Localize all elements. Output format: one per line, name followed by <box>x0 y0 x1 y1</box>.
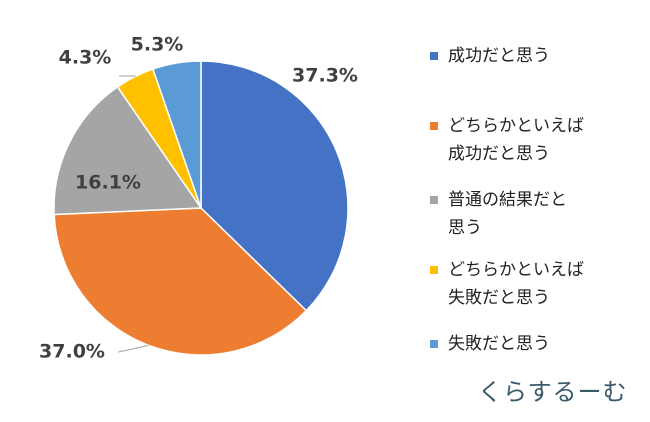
chart: 37.3% 37.0% 16.1% 4.3% 5.3% <box>39 34 358 363</box>
legend-item: 失敗だと思う <box>430 330 550 358</box>
legend-item: 成功だと思う <box>430 42 550 70</box>
legend-swatch <box>430 266 438 274</box>
pie-slice <box>200 60 349 312</box>
legend-label: 普通の結果だと 思う <box>448 190 567 238</box>
legend-swatch <box>430 196 438 204</box>
data-label: 37.0% <box>39 341 105 363</box>
data-label: 16.1% <box>75 172 141 194</box>
pie-slice <box>53 207 308 356</box>
data-label: 5.3% <box>131 34 184 56</box>
legend-swatch <box>430 52 438 60</box>
watermark: くらするーむ <box>478 378 628 406</box>
legend-item: 普通の結果だと 思う <box>430 186 567 242</box>
pie-slice <box>53 85 203 216</box>
legend-item: どちらかといえば 成功だと思う <box>430 112 584 168</box>
legend-swatch <box>430 122 438 130</box>
leader-line <box>119 75 136 77</box>
leader-line <box>117 344 149 353</box>
data-label: 4.3% <box>59 47 112 69</box>
legend-swatch <box>430 340 438 348</box>
pie-slice <box>151 60 202 209</box>
legend-label: 成功だと思う <box>448 46 550 66</box>
legend-label: 失敗だと思う <box>448 334 550 354</box>
legend-label: どちらかといえば 成功だと思う <box>448 116 584 164</box>
data-label: 37.3% <box>292 65 358 87</box>
legend-item: どちらかといえば 失敗だと思う <box>430 256 584 312</box>
legend-label: どちらかといえば 失敗だと思う <box>448 260 584 308</box>
